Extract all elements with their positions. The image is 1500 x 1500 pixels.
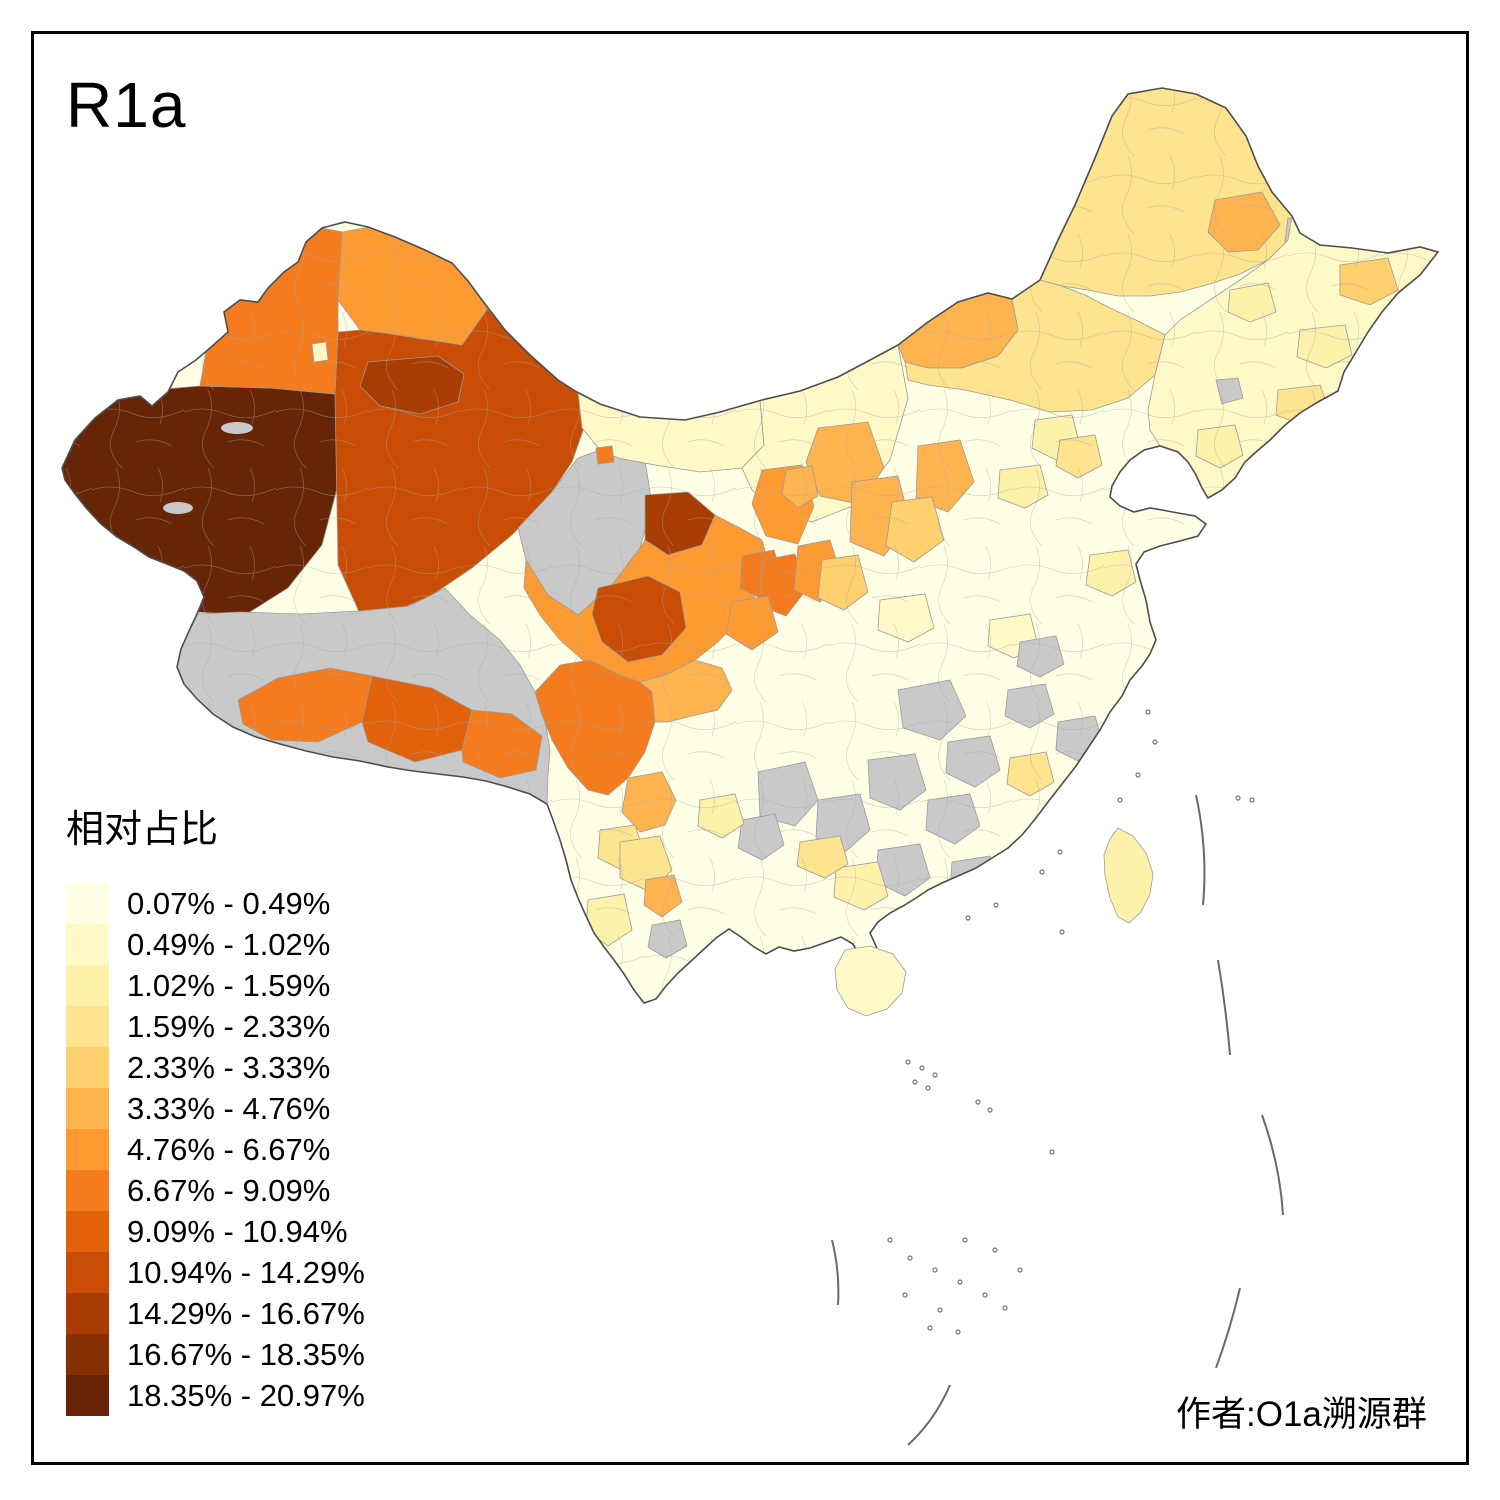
legend-row: 2.33% - 3.33% — [66, 1047, 365, 1088]
legend-row: 1.02% - 1.59% — [66, 965, 365, 1006]
legend-row: 4.76% - 6.67% — [66, 1129, 365, 1170]
legend-label: 16.67% - 18.35% — [127, 1336, 365, 1372]
legend-row: 1.59% - 2.33% — [66, 1006, 365, 1047]
dash-segment — [1215, 1287, 1241, 1369]
legend-swatch — [66, 1334, 109, 1375]
legend-label: 1.59% - 2.33% — [127, 1008, 331, 1044]
legend-row: 0.49% - 1.02% — [66, 924, 365, 965]
dash-segment — [907, 1384, 951, 1446]
legend-label: 4.76% - 6.67% — [127, 1131, 331, 1167]
page-title: R1a — [66, 69, 187, 141]
legend-label: 9.09% - 10.94% — [127, 1213, 348, 1249]
hainan-island — [834, 945, 907, 1017]
taiwan-island — [1103, 827, 1154, 924]
legend-label: 0.07% - 0.49% — [127, 885, 331, 921]
legend-swatch — [66, 1170, 109, 1211]
legend-label: 3.33% - 4.76% — [127, 1090, 331, 1126]
legend-swatch — [66, 1293, 109, 1334]
legend-label: 14.29% - 16.67% — [127, 1295, 365, 1331]
legend-label: 1.02% - 1.59% — [127, 967, 331, 1003]
islands — [887, 709, 1255, 1335]
dash-segment — [1261, 1114, 1284, 1216]
legend-swatch — [66, 1211, 109, 1252]
legend-row: 9.09% - 10.94% — [66, 1211, 365, 1252]
legend-label: 0.49% - 1.02% — [127, 926, 331, 962]
legend-swatch — [66, 1375, 109, 1416]
legend: 相对占比 0.07% - 0.49% 0.49% - 1.02% 1.02% -… — [66, 798, 365, 1416]
legend-row: 6.67% - 9.09% — [66, 1170, 365, 1211]
dash-segment — [1195, 794, 1206, 906]
legend-swatch — [66, 1047, 109, 1088]
mainland-outline — [61, 87, 1440, 1004]
dash-segment — [831, 1239, 840, 1306]
legend-swatch — [66, 1129, 109, 1170]
legend-items: 0.07% - 0.49% 0.49% - 1.02% 1.02% - 1.59… — [66, 883, 365, 1416]
legend-row: 0.07% - 0.49% — [66, 883, 365, 924]
legend-swatch — [66, 965, 109, 1006]
legend-label: 18.35% - 20.97% — [127, 1377, 365, 1413]
legend-title: 相对占比 — [66, 809, 219, 851]
nine-dash-line — [831, 794, 1284, 1446]
dash-segment — [1217, 959, 1231, 1056]
legend-row: 10.94% - 14.29% — [66, 1252, 365, 1293]
legend-swatch — [66, 924, 109, 965]
legend-row: 16.67% - 18.35% — [66, 1334, 365, 1375]
legend-label: 6.67% - 9.09% — [127, 1172, 331, 1208]
legend-swatch — [66, 1252, 109, 1293]
legend-row: 3.33% - 4.76% — [66, 1088, 365, 1129]
legend-swatch — [66, 1006, 109, 1047]
legend-row: 14.29% - 16.67% — [66, 1293, 365, 1334]
legend-swatch — [66, 883, 109, 924]
attribution: 作者:O1a溯源群 — [1176, 1395, 1427, 1434]
legend-label: 10.94% - 14.29% — [127, 1254, 365, 1290]
legend-swatch — [66, 1088, 109, 1129]
legend-label: 2.33% - 3.33% — [127, 1049, 331, 1085]
legend-row: 18.35% - 20.97% — [66, 1375, 365, 1416]
